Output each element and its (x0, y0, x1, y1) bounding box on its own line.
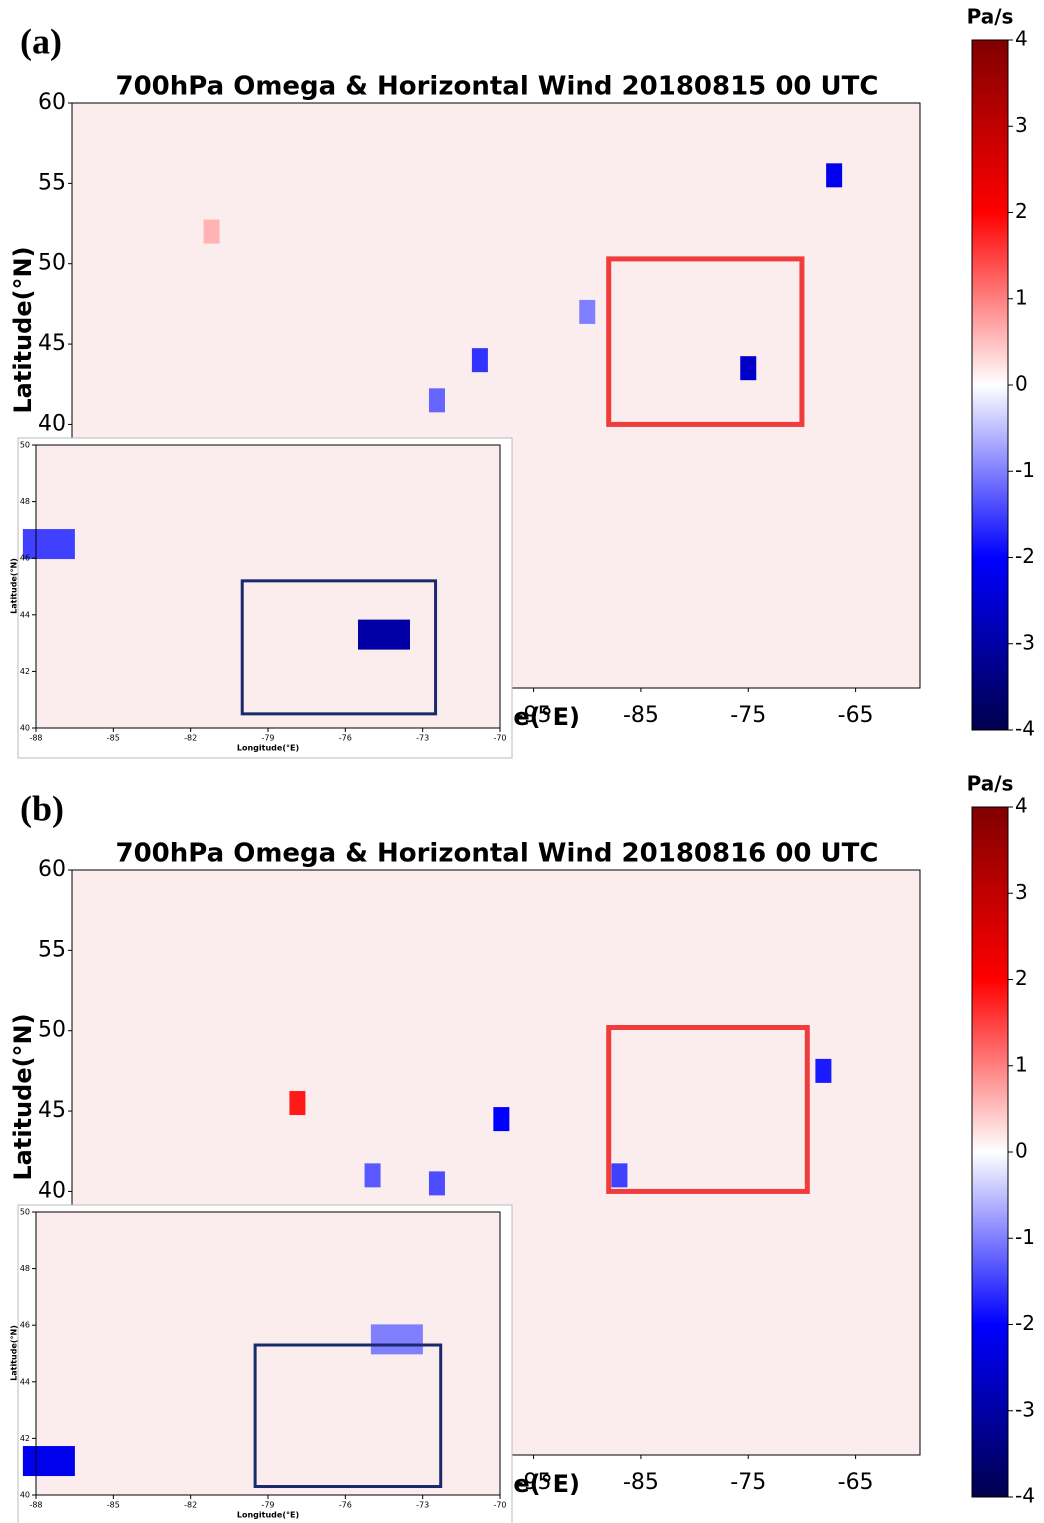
chart-title: 700hPa Omega & Horizontal Wind 20180815 … (115, 72, 878, 102)
y-tick-label: 42 (20, 667, 30, 676)
y-tick-label: 48 (20, 497, 30, 506)
y-tick-label: 50 (20, 1208, 30, 1217)
omega-cell (428, 1171, 445, 1196)
colorbar-tick-label: 1 (1015, 285, 1028, 309)
y-tick-label: 50 (20, 441, 30, 450)
y-tick-label: 44 (20, 610, 30, 619)
x-tick-label: -85 (107, 1501, 120, 1510)
x-tick-label: -82 (184, 1501, 197, 1510)
colorbar-tick-label: -2 (1015, 544, 1035, 568)
x-tick-label: -75 (730, 703, 766, 728)
x-tick-label: -85 (623, 703, 659, 728)
x-tick-label: -88 (29, 1501, 42, 1510)
omega-cell (740, 356, 757, 381)
map-area (36, 445, 500, 728)
omega-cell (471, 348, 488, 373)
x-tick-label: -95 (516, 1470, 552, 1495)
colorbar-tick-label: 4 (1015, 794, 1028, 818)
colorbar-tick-label: 4 (1015, 27, 1028, 51)
colorbar-tick-label: 0 (1015, 1139, 1028, 1163)
inset-x-label: Longitude(°E) (237, 1511, 299, 1520)
x-tick-label: -85 (623, 1470, 659, 1495)
omega-cell (428, 388, 445, 413)
y-tick-label: 40 (38, 411, 66, 436)
omega-cell (22, 529, 75, 560)
inset-y-label: Latitude(°N) (10, 558, 19, 614)
y-tick-label: 40 (20, 724, 30, 733)
y-tick-label: 42 (20, 1434, 30, 1443)
omega-cell (579, 299, 596, 324)
x-tick-label: -70 (493, 734, 506, 743)
x-tick-label: -82 (184, 734, 197, 743)
y-tick-label: 60 (38, 857, 66, 882)
y-tick-label: 48 (20, 1264, 30, 1273)
chart-title: 700hPa Omega & Horizontal Wind 20180816 … (115, 839, 878, 869)
x-tick-label: -79 (261, 1501, 274, 1510)
x-tick-label: -65 (838, 703, 874, 728)
y-tick-label: 50 (38, 1018, 66, 1043)
y-tick-label: 45 (38, 331, 66, 356)
region-box (253, 1343, 443, 1489)
colorbar-tick-label: 3 (1015, 880, 1028, 904)
x-tick-label: -95 (516, 703, 552, 728)
omega-cell (370, 1324, 423, 1355)
colorbar-tick-label: 3 (1015, 113, 1028, 137)
x-tick-label: -65 (838, 1470, 874, 1495)
x-tick-label: -85 (107, 734, 120, 743)
x-tick-label: -73 (416, 1501, 429, 1510)
y-tick-label: 44 (20, 1377, 30, 1386)
panel-label: (b) (20, 788, 64, 828)
omega-cell (364, 1163, 381, 1188)
colorbar (971, 806, 1009, 1498)
colorbar-tick-label: -4 (1015, 1484, 1035, 1508)
colorbar-tick-label: -3 (1015, 630, 1035, 654)
colorbar-tick-label: -3 (1015, 1397, 1035, 1421)
colorbar-tick-label: 1 (1015, 1052, 1028, 1076)
colorbar-tick-label: -1 (1015, 1225, 1035, 1249)
x-tick-label: -73 (416, 734, 429, 743)
colorbar-tick-label: -2 (1015, 1311, 1035, 1335)
y-axis-label: Latitude(°N) (9, 246, 37, 413)
colorbar-tick-label: 0 (1015, 372, 1028, 396)
omega-cell (203, 219, 220, 244)
inset-y-label: Latitude(°N) (10, 1325, 19, 1381)
panel-label: (a) (20, 21, 62, 61)
omega-cell (358, 619, 410, 650)
colorbar-tick-label: 2 (1015, 199, 1028, 223)
y-tick-label: 50 (38, 251, 66, 276)
colorbar-label: Pa/s (967, 772, 1014, 796)
y-tick-label: 55 (38, 937, 66, 962)
x-tick-label: -88 (29, 734, 42, 743)
region-box (606, 256, 805, 427)
omega-cell (611, 1163, 628, 1188)
y-tick-label: 40 (20, 1491, 30, 1500)
y-tick-label: 46 (20, 1321, 30, 1330)
y-tick-label: 40 (38, 1178, 66, 1203)
y-tick-label: 55 (38, 170, 66, 195)
colorbar-tick-label: 2 (1015, 966, 1028, 990)
x-tick-label: -76 (339, 734, 352, 743)
colorbar-tick-label: -1 (1015, 458, 1035, 482)
y-tick-label: 46 (20, 554, 30, 563)
omega-cell (815, 1058, 832, 1083)
y-tick-label: 60 (38, 90, 66, 115)
colorbar-tick-label: -4 (1015, 717, 1035, 741)
omega-cell (289, 1091, 306, 1116)
omega-cell (826, 163, 843, 188)
omega-cell (493, 1107, 510, 1132)
x-tick-label: -76 (339, 1501, 352, 1510)
colorbar (971, 39, 1009, 731)
omega-cell (22, 1446, 75, 1477)
x-tick-label: -79 (261, 734, 274, 743)
map-area (36, 1212, 500, 1495)
x-tick-label: -75 (730, 1470, 766, 1495)
region-box (240, 579, 438, 716)
y-tick-label: 45 (38, 1098, 66, 1123)
y-axis-label: Latitude(°N) (9, 1013, 37, 1180)
inset-x-label: Longitude(°E) (237, 744, 299, 753)
x-tick-label: -70 (493, 1501, 506, 1510)
region-box (606, 1025, 810, 1194)
colorbar-label: Pa/s (967, 5, 1014, 29)
